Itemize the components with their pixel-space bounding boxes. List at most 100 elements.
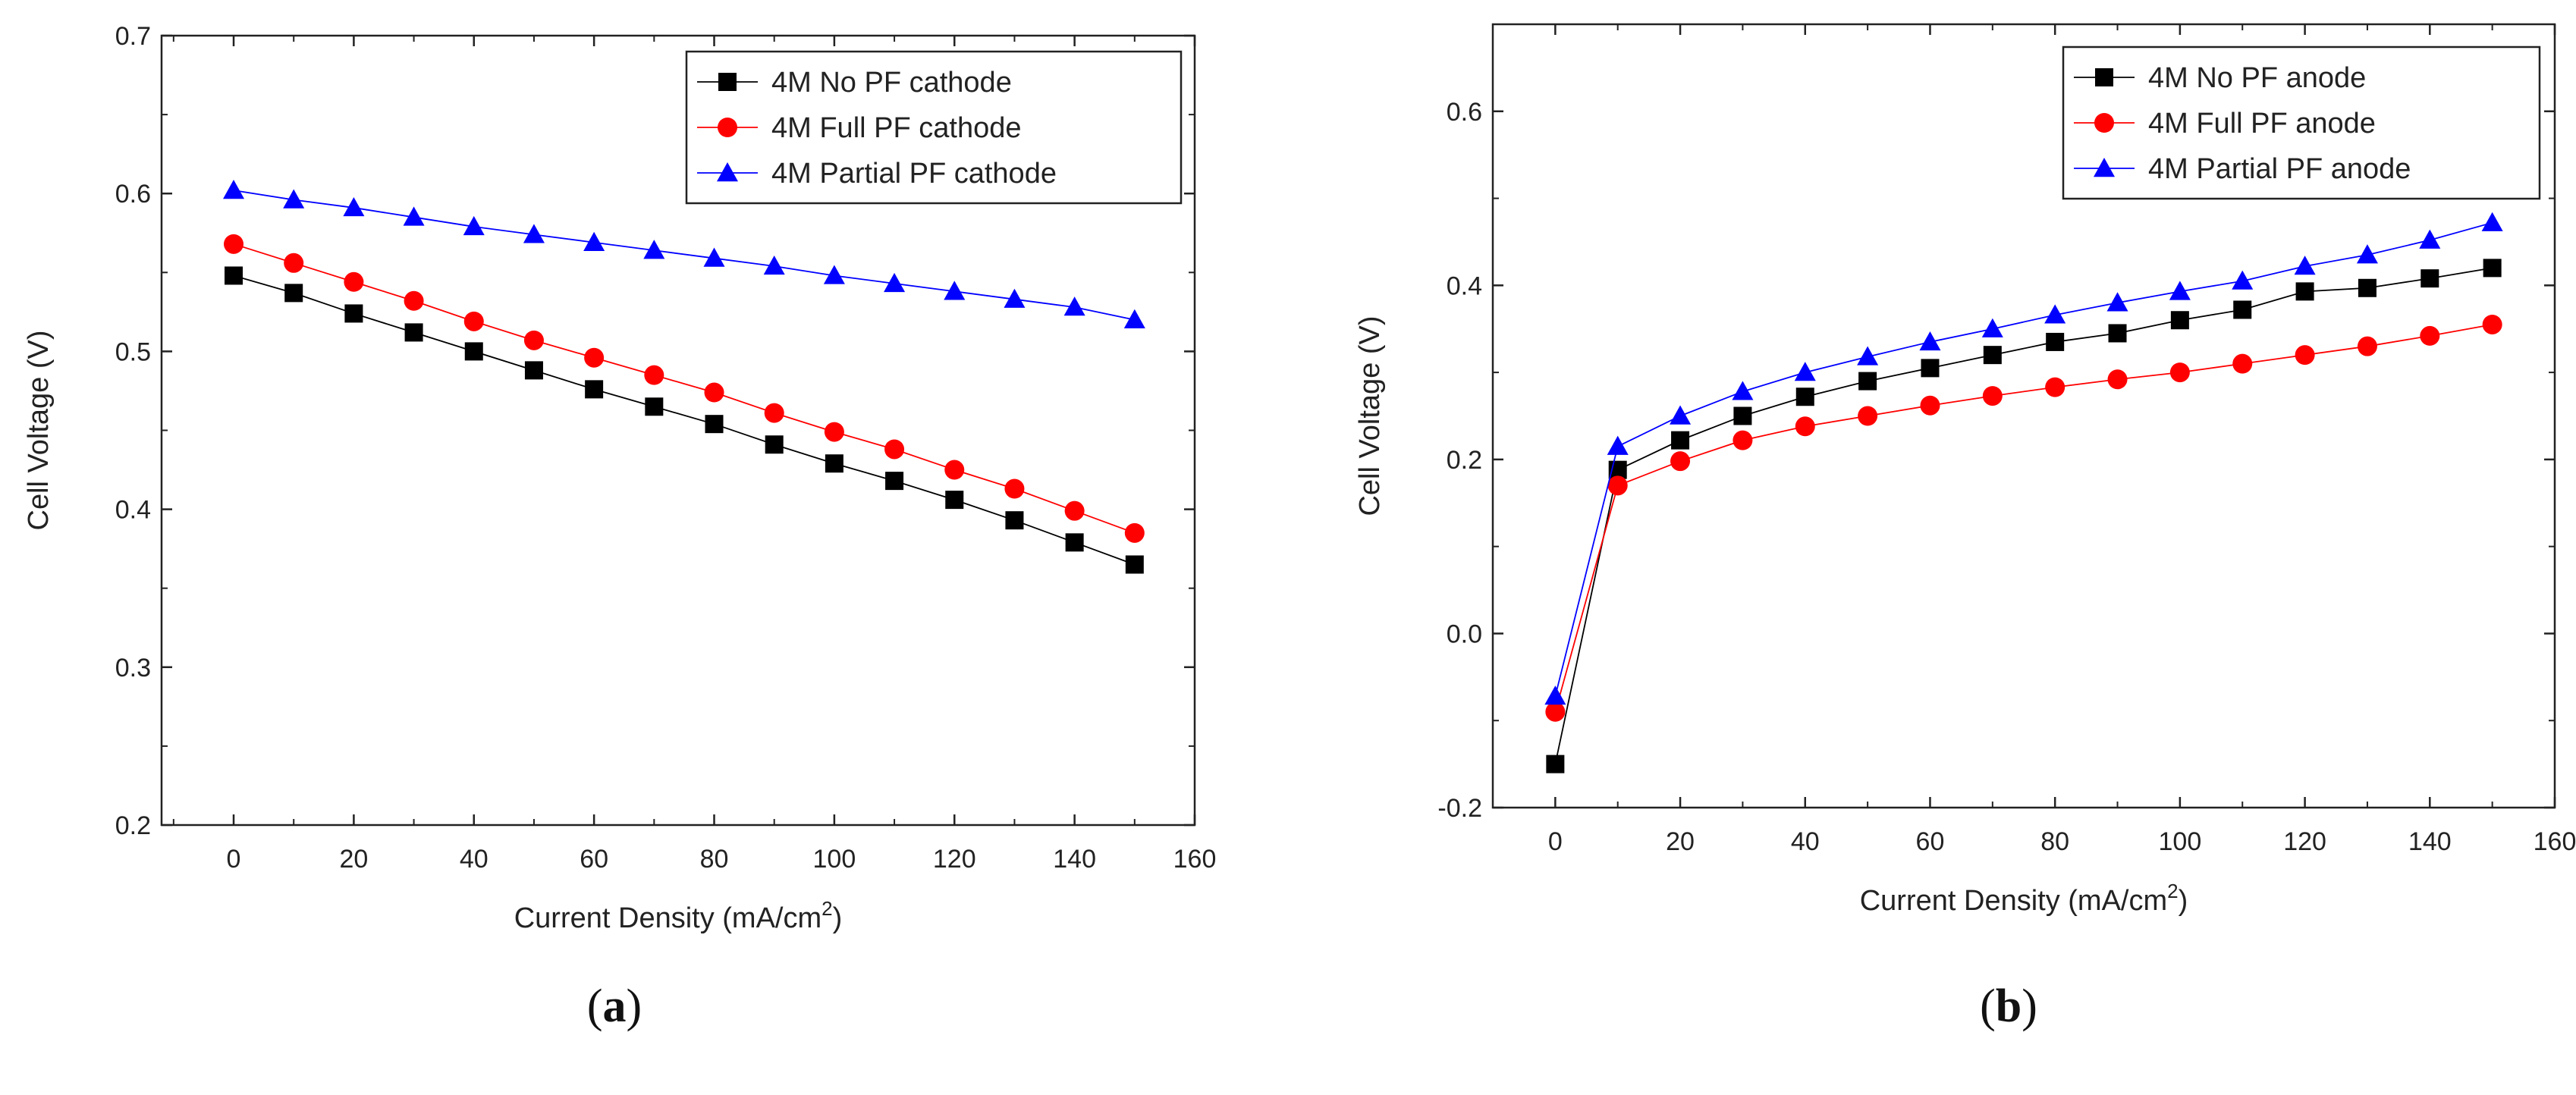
data-point xyxy=(2419,229,2441,249)
data-point xyxy=(2232,353,2253,374)
data-point xyxy=(2046,332,2065,351)
x-tick-label: 100 xyxy=(813,845,856,874)
x-tick-label: 20 xyxy=(1666,827,1695,856)
x-axis-title: Current Density (mA/cm2) xyxy=(514,897,843,934)
data-point xyxy=(523,330,544,350)
data-point xyxy=(2481,212,2503,231)
legend-marker xyxy=(717,162,738,182)
chart-panel-a: 0 20 40 60 80 100 120 140 160 0.2 0.3 0.4 0.5 0.6 0.7 C… xyxy=(23,22,1216,1032)
data-point xyxy=(2357,336,2377,356)
data-point xyxy=(1004,288,1026,308)
data-point xyxy=(825,454,843,473)
data-point xyxy=(1125,555,1144,574)
data-point xyxy=(1794,362,1816,381)
data-point xyxy=(945,491,964,510)
data-point xyxy=(1123,309,1145,328)
data-point xyxy=(763,255,785,275)
y-axis-title: Cell Voltage (V) xyxy=(23,330,55,530)
chart-panel-b: 0 20 40 60 80 100 120 140 160 -0.2 0.0 0.2 0.4 0.6 Cur… xyxy=(1354,23,2576,1032)
x-tick-label: 80 xyxy=(2040,827,2069,856)
panel-caption: (b) xyxy=(1980,980,2037,1032)
data-point xyxy=(1546,755,1565,773)
y-axis-title: Cell Voltage (V) xyxy=(1354,315,1386,516)
data-point xyxy=(703,247,725,267)
data-point xyxy=(1064,500,1085,521)
series-1 xyxy=(224,234,1145,543)
legend-marker xyxy=(2095,68,2113,86)
data-point xyxy=(1795,416,1815,437)
data-point xyxy=(1983,346,2002,365)
x-tick-label: 160 xyxy=(2534,827,2576,856)
data-point xyxy=(2106,292,2128,312)
y-tick-label: 0.6 xyxy=(115,180,151,209)
data-point xyxy=(2420,325,2440,346)
data-point xyxy=(2232,270,2254,290)
data-point xyxy=(2356,244,2378,264)
data-point xyxy=(523,224,545,243)
data-point xyxy=(284,284,303,303)
data-point xyxy=(944,460,965,480)
x-tick-label: 120 xyxy=(2283,827,2326,856)
series-1 xyxy=(1545,314,2502,722)
legend-label: 4M No PF anode xyxy=(2148,62,2366,94)
data-point xyxy=(2233,300,2252,319)
data-point xyxy=(404,290,424,311)
x-tick-label: 60 xyxy=(580,845,608,874)
data-point xyxy=(644,365,664,385)
data-point xyxy=(1858,406,1878,426)
panel-caption: (a) xyxy=(587,980,642,1032)
legend-label: 4M Full PF cathode xyxy=(771,112,1021,144)
data-point xyxy=(1063,296,1085,316)
y-tick-label: 0.0 xyxy=(1447,620,1482,648)
series-2 xyxy=(1544,212,2503,705)
data-point xyxy=(2045,377,2066,397)
data-point xyxy=(224,234,244,254)
data-point xyxy=(463,215,485,236)
data-point xyxy=(2044,304,2066,324)
data-point xyxy=(344,271,364,292)
data-point xyxy=(1920,395,1940,416)
legend: 4M No PF cathode 4M Full PF cathode 4M Par… xyxy=(685,50,1183,205)
data-point xyxy=(1005,511,1024,530)
x-tick-label: 100 xyxy=(2159,827,2202,856)
data-point xyxy=(585,380,604,399)
y-tick-label: -0.2 xyxy=(1437,794,1482,823)
data-point xyxy=(1670,451,1691,472)
legend-marker xyxy=(2094,158,2115,177)
legend-label: 4M Partial PF cathode xyxy=(771,158,1057,190)
data-point xyxy=(765,435,784,454)
data-point xyxy=(2483,259,2502,278)
series-2 xyxy=(223,180,1145,328)
data-point xyxy=(645,397,664,416)
data-point xyxy=(2107,369,2128,390)
data-point xyxy=(2420,269,2439,288)
data-point xyxy=(2294,256,2316,275)
x-tick-label: 80 xyxy=(700,845,729,874)
data-point xyxy=(1857,346,1879,366)
y-tick-label: 0.4 xyxy=(1447,271,1482,300)
y-tick-label: 0.5 xyxy=(115,337,151,366)
data-point xyxy=(1981,318,2003,337)
legend-label: 4M Partial PF anode xyxy=(2148,153,2411,185)
x-tick-label: 0 xyxy=(1548,827,1563,856)
y-tick-label: 0.7 xyxy=(115,22,151,51)
data-point xyxy=(2170,311,2189,330)
data-point xyxy=(1733,430,1753,450)
x-tick-label: 40 xyxy=(460,845,488,874)
series-line xyxy=(1554,221,2493,697)
data-point xyxy=(885,472,904,491)
data-point xyxy=(944,281,966,300)
y-tick-label: 0.3 xyxy=(115,654,151,682)
data-point xyxy=(764,403,784,423)
series-line xyxy=(233,190,1135,321)
data-point xyxy=(1732,381,1754,400)
data-point xyxy=(343,196,365,217)
data-point xyxy=(223,180,245,199)
data-point xyxy=(704,382,724,403)
series-0 xyxy=(1546,259,2502,773)
data-point xyxy=(2295,282,2314,301)
data-point xyxy=(1733,406,1752,425)
y-tick-label: 0.2 xyxy=(1447,446,1482,475)
y-tick-label: 0.6 xyxy=(1447,98,1482,127)
data-point xyxy=(284,253,304,273)
